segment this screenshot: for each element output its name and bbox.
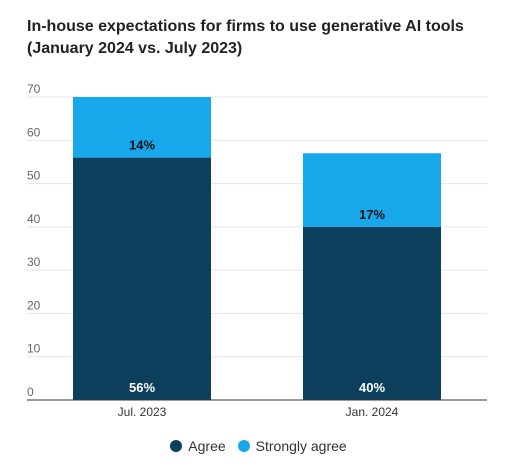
bar-strongly-agree-2 [303,153,441,227]
stacked-bar-chart: 0 10 20 30 40 50 60 70 56% 14% Jul. 2023 40% 17% Jan.… [27,82,487,419]
x-tick-label-2: Jan. 2024 [346,405,399,419]
x-tick-label-1: Jul. 2023 [118,405,167,419]
legend-swatch-strongly-agree [237,440,250,452]
chart-title-line-2: (January 2024 vs. July 2023) [27,40,243,57]
data-label-agree-1: 56% [129,380,155,395]
y-tick-label-20: 20 [27,298,41,312]
y-tick-label-70: 70 [27,82,41,96]
y-tick-label-10: 10 [27,342,41,356]
y-tick-label-0: 0 [27,385,34,399]
legend-swatch-agree [170,440,183,452]
legend-label-strongly-agree: Strongly agree [255,438,347,454]
y-tick-label-30: 30 [27,255,41,269]
y-tick-label-60: 60 [27,125,41,139]
bar-strongly-agree-1 [73,97,211,158]
bar-agree-2 [303,226,441,400]
y-tick-label-40: 40 [27,212,41,226]
data-label-agree-2: 40% [359,380,385,395]
chart-legend: Agree Strongly agree [0,438,517,454]
chart-title: In-house expectations for firms to use g… [27,16,507,60]
data-label-strongly-agree-2: 17% [359,207,385,222]
legend-item-strongly-agree[interactable]: Strongly agree [237,438,347,454]
chart-title-line-1: In-house expectations for firms to use g… [27,18,464,35]
data-label-strongly-agree-1: 14% [129,138,155,153]
legend-label-agree: Agree [188,438,226,454]
legend-item-agree[interactable]: Agree [170,438,226,454]
bar-agree-1 [73,157,211,400]
y-tick-label-50: 50 [27,169,41,183]
